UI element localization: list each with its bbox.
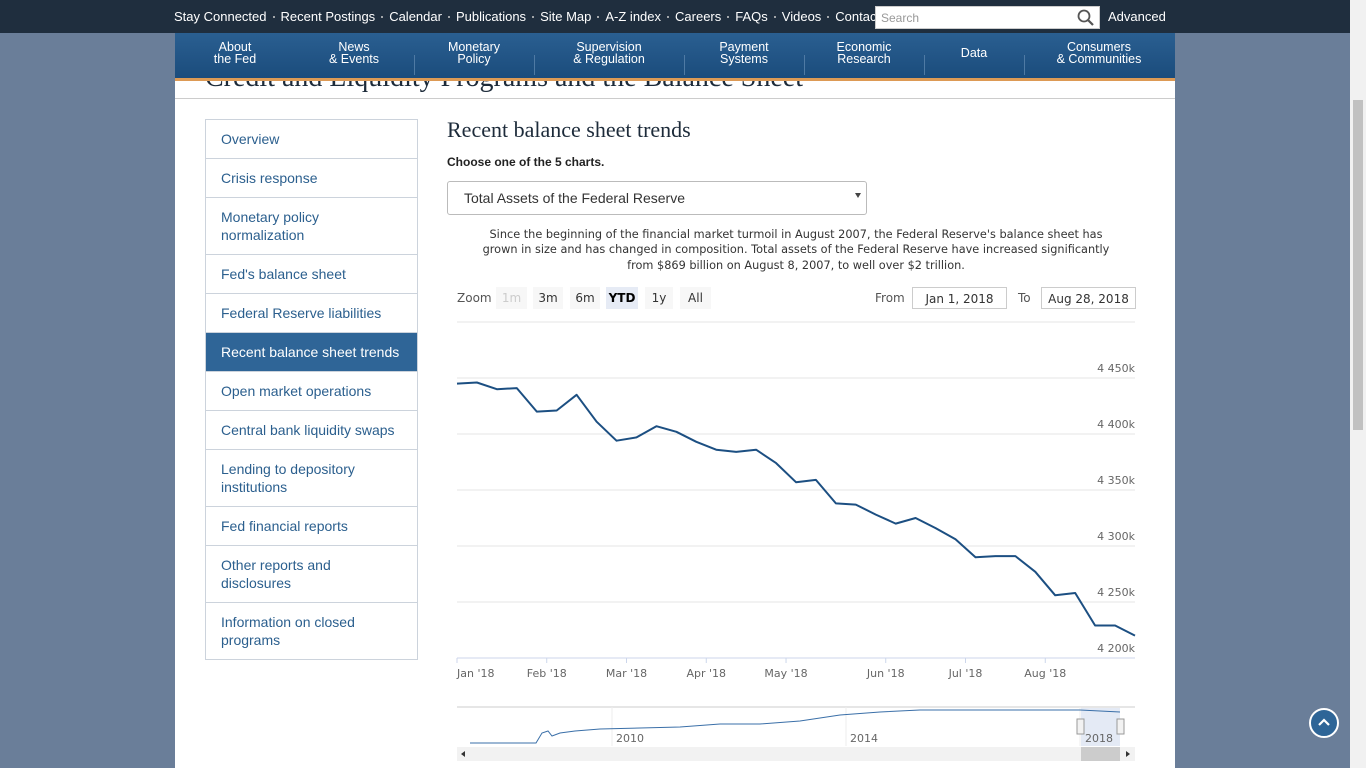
sidebar-link[interactable]: Other reports and disclosures: [206, 545, 417, 602]
nav-item-line: & Regulation: [573, 52, 645, 66]
to-input[interactable]: Aug 28, 2018: [1041, 287, 1136, 309]
utility-link[interactable]: A-Z index: [605, 9, 662, 24]
nav-item[interactable]: Supervision & Regulation: [539, 40, 679, 66]
chart-select[interactable]: Total Assets of the Federal Reserve: [447, 181, 867, 215]
zoom-label: Zoom: [457, 291, 492, 305]
nav-separator: [414, 55, 415, 75]
sidebar-link[interactable]: Overview: [221, 131, 280, 147]
up-icon: [1318, 718, 1330, 726]
utility-links: Stay Connected Recent Postings Calendar Pub…: [174, 9, 880, 24]
sidebar-link[interactable]: Recent balance sheet trends: [206, 332, 417, 371]
from-label: From: [875, 291, 905, 305]
main-nav: About the Fed News & Events Monetary Policy Su…: [175, 33, 1175, 81]
separator-dot: [667, 15, 670, 18]
select-value: Total Assets of the Federal Reserve: [464, 190, 685, 206]
separator-dot: [532, 15, 535, 18]
nav-item[interactable]: Economic Research: [794, 40, 934, 66]
sidebar-link[interactable]: Fed financial reports: [206, 506, 417, 545]
nav-item-line: Research: [837, 52, 891, 66]
sidebar-link[interactable]: Federal Reserve liabilities: [206, 293, 417, 332]
separator-dot: [827, 15, 830, 18]
zoom-button[interactable]: 3m: [533, 287, 563, 309]
sidebar-link[interactable]: Open market operations: [206, 371, 417, 410]
page-scrollbar[interactable]: [1350, 0, 1366, 768]
to-label: To: [1018, 291, 1031, 305]
separator-dot: [381, 15, 384, 18]
nav-separator: [1024, 55, 1025, 75]
page-title: Credit and Liquidity Programs and the Ba…: [205, 78, 803, 94]
section-heading: Recent balance sheet trends: [447, 117, 691, 142]
nav-item-line: & Events: [328, 52, 380, 66]
nav-item[interactable]: About the Fed: [165, 40, 305, 66]
nav-item[interactable]: Monetary Policy: [404, 40, 544, 66]
nav-item-line: News: [338, 40, 370, 54]
utility-link[interactable]: FAQs: [735, 9, 768, 24]
utility-bar: [0, 0, 1350, 33]
sidebar-link[interactable]: Information on closed programs: [206, 602, 417, 659]
nav-item[interactable]: Data: [904, 46, 1044, 60]
zoom-button[interactable]: YTD: [606, 287, 638, 309]
utility-link[interactable]: Contact: [835, 9, 881, 24]
utility-link[interactable]: Videos: [781, 9, 822, 24]
sidebar-link[interactable]: Fed's balance sheet: [206, 254, 417, 293]
separator-dot: [447, 15, 450, 18]
sidebar: Overview Crisis response Monetary policy n…: [205, 119, 418, 660]
search-icon[interactable]: [1076, 8, 1096, 28]
nav-item-line: Consumers: [1067, 40, 1131, 54]
separator-dot: [727, 15, 730, 18]
nav-item-line: & Communities: [1056, 52, 1142, 66]
nav-item[interactable]: Payment Systems: [674, 40, 814, 66]
advanced-search-link[interactable]: Advanced: [1108, 9, 1166, 24]
nav-separator: [804, 55, 805, 75]
divider: [175, 98, 1175, 99]
utility-link[interactable]: Careers: [675, 9, 722, 24]
sidebar-link[interactable]: Crisis response: [206, 158, 417, 197]
utility-link[interactable]: Recent Postings: [280, 9, 376, 24]
sidebar-link[interactable]: Monetary policy normalization: [206, 197, 417, 254]
nav-item-line: Payment: [719, 40, 769, 54]
nav-item[interactable]: Consumers & Communities: [1029, 40, 1169, 66]
nav-separator: [924, 55, 925, 75]
separator-dot: [773, 15, 776, 18]
zoom-button[interactable]: All: [680, 287, 711, 309]
nav-item-line: Supervision: [576, 40, 642, 54]
nav-separator: [684, 55, 685, 75]
utility-link[interactable]: Stay Connected: [174, 9, 267, 24]
nav-item-line: Data: [960, 46, 988, 60]
chart-prompt: Choose one of the 5 charts.: [447, 155, 605, 169]
nav-separator: [534, 55, 535, 75]
zoom-button[interactable]: 6m: [570, 287, 600, 309]
zoom-button[interactable]: 1y: [645, 287, 673, 309]
separator-dot: [272, 15, 275, 18]
nav-item-line: Policy: [457, 52, 491, 66]
nav-item-line: About: [218, 40, 252, 54]
from-input[interactable]: Jan 1, 2018: [912, 287, 1007, 309]
scrollbar-thumb[interactable]: [1353, 100, 1363, 430]
select-arrow: [855, 193, 861, 198]
nav-item[interactable]: News & Events: [284, 40, 424, 66]
scroll-to-top[interactable]: [1309, 708, 1339, 738]
nav-item-line: Monetary: [447, 40, 501, 54]
nav-item-line: the Fed: [213, 52, 257, 66]
zoom-button: 1m: [496, 287, 527, 309]
nav-item-line: Economic: [836, 40, 892, 54]
search-box[interactable]: Search: [875, 6, 1100, 29]
chart-description: Since the beginning of the financial mar…: [482, 228, 1110, 272]
utility-link[interactable]: Site Map: [540, 9, 592, 24]
utility-link[interactable]: Publications: [455, 9, 527, 24]
separator-dot: [597, 15, 600, 18]
sidebar-link[interactable]: Central bank liquidity swaps: [206, 410, 417, 449]
nav-item-line: Systems: [720, 52, 768, 66]
utility-link[interactable]: Calendar: [389, 9, 442, 24]
sidebar-link[interactable]: Lending to depository institutions: [206, 449, 417, 506]
search-placeholder: Search: [881, 11, 920, 25]
